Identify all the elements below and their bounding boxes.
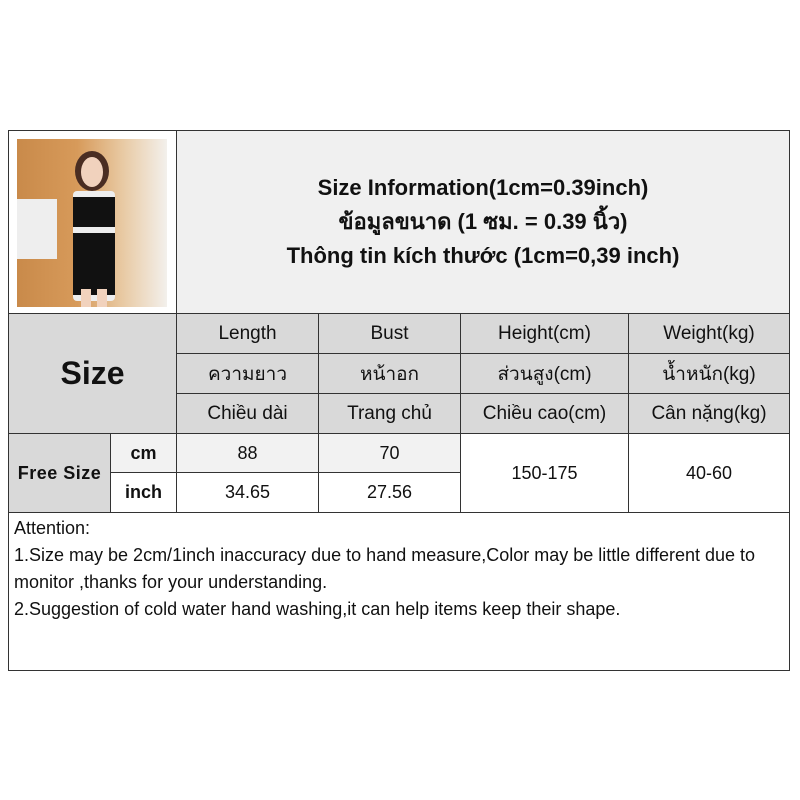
header-length-en: Length	[176, 313, 319, 354]
row-free-size: Free Size	[8, 433, 111, 513]
header-height-vi: Chiều cao(cm)	[460, 393, 629, 434]
size-information-title: Size Information(1cm=0.39inch) ข้อมูลขนา…	[176, 130, 790, 314]
title-en: Size Information(1cm=0.39inch)	[317, 175, 649, 200]
header-length-th: ความยาว	[176, 353, 319, 394]
unit-cm: cm	[110, 433, 177, 473]
attention-note-2: 2.Suggestion of cold water hand washing,…	[14, 599, 621, 619]
header-bust-th: หน้าอก	[318, 353, 461, 394]
attention-notes: Attention: 1.Size may be 2cm/1inch inacc…	[8, 512, 790, 671]
title-th: ข้อมูลขนาด (1 ซม. = 0.39 นิ้ว)	[338, 209, 628, 234]
weight-range: 40-60	[628, 433, 790, 513]
bust-inch: 27.56	[318, 472, 461, 513]
header-height-en: Height(cm)	[460, 313, 629, 354]
header-weight-vi: Cân nặng(kg)	[628, 393, 790, 434]
size-header: Size	[8, 313, 177, 434]
header-bust-en: Bust	[318, 313, 461, 354]
bust-cm: 70	[318, 433, 461, 473]
header-weight-th: น้ำหนัก(kg)	[628, 353, 790, 394]
header-length-vi: Chiều dài	[176, 393, 319, 434]
header-bust-vi: Trang chủ	[318, 393, 461, 434]
header-height-th: ส่วนสูง(cm)	[460, 353, 629, 394]
product-photo-cell	[8, 130, 177, 314]
height-range: 150-175	[460, 433, 629, 513]
attention-heading: Attention:	[14, 518, 91, 538]
attention-note-1: 1.Size may be 2cm/1inch inaccuracy due t…	[14, 545, 756, 592]
unit-inch: inch	[110, 472, 177, 513]
length-cm: 88	[176, 433, 319, 473]
title-vi: Thông tin kích thước (1cm=0,39 inch)	[286, 243, 680, 268]
header-weight-en: Weight(kg)	[628, 313, 790, 354]
length-inch: 34.65	[176, 472, 319, 513]
product-photo	[17, 139, 167, 307]
